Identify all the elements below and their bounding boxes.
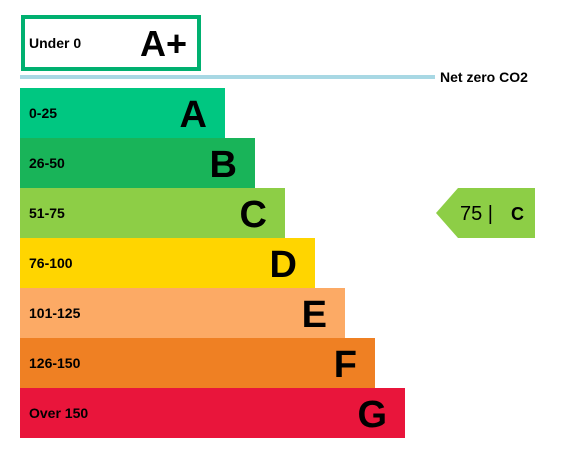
band-bar-d xyxy=(20,238,315,288)
band-bar-g xyxy=(20,388,405,438)
current-rating-letter: C xyxy=(511,204,524,224)
net-zero-label: Net zero CO2 xyxy=(440,69,528,85)
band-range-label-c: 51-75 xyxy=(29,205,65,221)
current-rating-indicator: 75 | C xyxy=(436,188,535,238)
top-band-range-label: Under 0 xyxy=(29,35,81,51)
band-range-label-e: 101-125 xyxy=(29,305,81,321)
top-band-letter: A+ xyxy=(140,23,187,64)
band-bar-b xyxy=(20,138,255,188)
current-rating-arrow xyxy=(436,188,535,238)
band-range-label-a: 0-25 xyxy=(29,105,57,121)
band-letter-b: B xyxy=(210,144,237,186)
band-range-label-f: 126-150 xyxy=(29,355,81,371)
band-range-label-d: 76-100 xyxy=(29,255,73,271)
band-bar-a xyxy=(20,88,225,138)
band-letter-d: D xyxy=(270,244,297,286)
band-bar-e xyxy=(20,288,345,338)
band-letter-e: E xyxy=(302,294,327,336)
band-range-label-b: 26-50 xyxy=(29,155,65,171)
band-letter-f: F xyxy=(334,344,357,386)
band-letter-c: C xyxy=(240,194,267,236)
band-letter-g: G xyxy=(357,394,387,436)
band-letter-a: A xyxy=(180,94,207,136)
top-band-box xyxy=(21,15,201,71)
current-rating-value: 75 | xyxy=(460,203,493,225)
band-bar-f xyxy=(20,338,375,388)
band-bar-c xyxy=(20,188,285,238)
band-range-label-g: Over 150 xyxy=(29,405,88,421)
rating-bands: 0-25 A 26-50 B 51-75 C 76-100 D 101-125 E 126-150 F… xyxy=(20,88,405,438)
